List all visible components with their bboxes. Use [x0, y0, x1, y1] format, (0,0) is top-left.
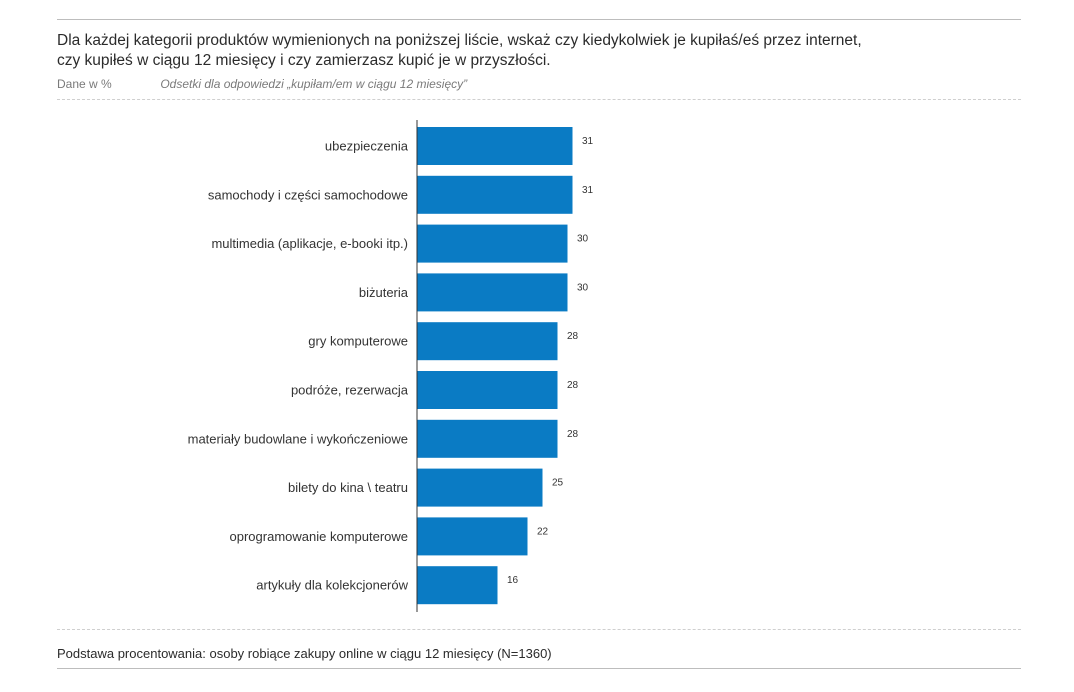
value-label: 31: [582, 136, 594, 147]
category-label: podróże, rezerwacja: [291, 383, 409, 398]
category-label: artykuły dla kolekcjonerów: [256, 578, 408, 593]
chart-title-line-2: czy kupiłeś w ciągu 12 miesięcy i czy za…: [57, 52, 551, 69]
category-label: oprogramowanie komputerowe: [230, 529, 408, 544]
bar: [417, 419, 558, 458]
value-label: 30: [577, 282, 589, 293]
chart-meta: Dane w % Odsetki dla odpowiedzi „kupiłam…: [57, 77, 467, 91]
chart-subtitle: Odsetki dla odpowiedzi „kupiłam/em w cią…: [160, 77, 468, 91]
bar: [417, 566, 498, 605]
bar: [417, 322, 558, 361]
top-rule: [57, 19, 1021, 20]
header-divider: [57, 99, 1021, 100]
category-label: bilety do kina \ teatru: [288, 480, 408, 495]
category-label: ubezpieczenia: [325, 139, 409, 154]
bar: [417, 127, 573, 165]
bar: [417, 175, 573, 214]
value-label: 22: [537, 526, 549, 537]
footer-divider: [57, 629, 1021, 630]
value-label: 25: [552, 478, 564, 489]
category-label: materiały budowlane i wykończeniowe: [188, 431, 408, 446]
bar: [417, 371, 558, 409]
value-label: 16: [507, 575, 519, 586]
value-label: 30: [577, 234, 589, 245]
units-label: Dane w %: [57, 77, 112, 91]
value-label: 28: [567, 380, 579, 391]
chart-title-line-1: Dla każdej kategorii produktów wymienion…: [57, 32, 862, 49]
category-label: gry komputerowe: [308, 334, 408, 349]
category-label: biżuteria: [359, 285, 409, 300]
bar: [417, 224, 568, 263]
value-label: 28: [567, 331, 579, 342]
base-note: Podstawa procentowania: osoby robiące za…: [57, 646, 552, 661]
bar: [417, 517, 528, 556]
bar: [417, 468, 543, 507]
category-label: multimedia (aplikacje, e-booki itp.): [211, 236, 408, 251]
category-label: samochody i części samochodowe: [208, 187, 408, 202]
bar: [417, 273, 568, 312]
bottom-rule: [57, 668, 1021, 669]
chart-title: Dla każdej kategorii produktów wymienion…: [57, 31, 957, 71]
value-label: 28: [567, 429, 579, 440]
value-label: 31: [582, 185, 594, 196]
